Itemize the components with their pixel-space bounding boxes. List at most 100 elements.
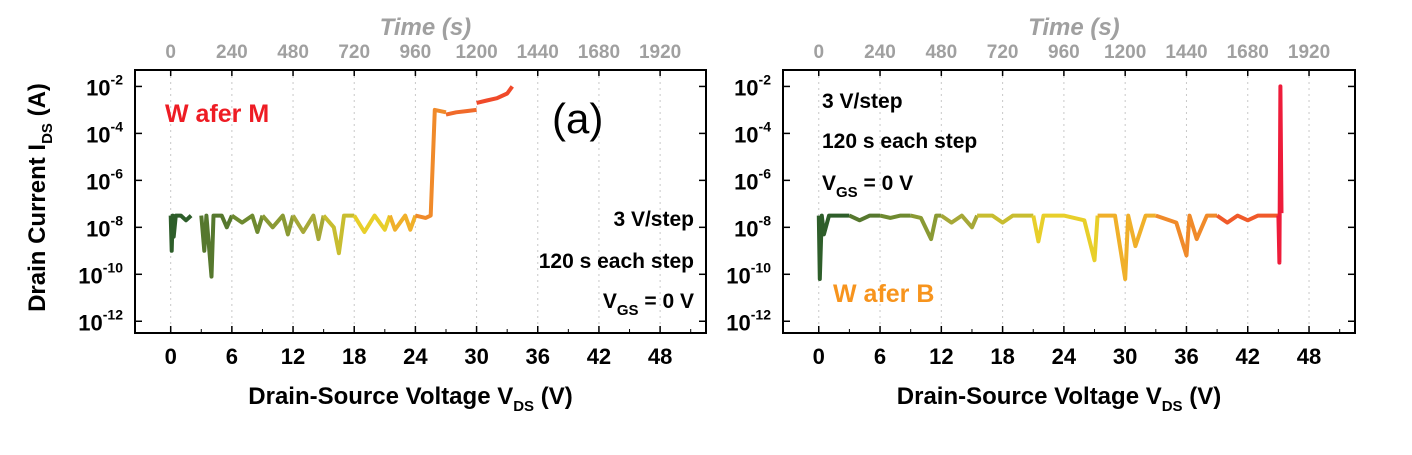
x-axis-label-main: Drain-Source Voltage V xyxy=(897,383,1162,410)
y-tick-label: 10-10 xyxy=(78,259,123,288)
y-axis-label-sub: DS xyxy=(39,123,56,144)
x-tick-label: 24 xyxy=(403,344,428,369)
y-tick-exponent: -12 xyxy=(751,306,771,322)
y-tick-label: 10-8 xyxy=(86,212,123,241)
y-tick-exponent: -10 xyxy=(751,259,771,275)
y-axis-label-main: Drain Current I xyxy=(24,144,51,312)
x-tick-label: 18 xyxy=(342,344,366,369)
wafer-label: W afer B xyxy=(833,280,934,308)
annotation-vgs-rest: = 0 V xyxy=(639,290,694,313)
y-tick-exponent: -10 xyxy=(103,259,123,275)
annotation-vgs: VGS = 0 V xyxy=(603,290,694,319)
panel-label: (a) xyxy=(552,95,603,142)
top-tick-label: 0 xyxy=(813,42,824,63)
data-series-line xyxy=(322,213,355,256)
x-axis-label-unit: (V) xyxy=(534,383,573,410)
y-tick-base: 10 xyxy=(78,310,102,335)
plot-frame xyxy=(782,69,1356,334)
y-tick-base: 10 xyxy=(86,216,110,241)
data-series-line xyxy=(199,213,234,279)
x-tick-label: 0 xyxy=(813,344,825,369)
top-tick-label: 1680 xyxy=(1227,42,1269,63)
top-tick-label: 960 xyxy=(400,42,432,63)
y-tick-base: 10 xyxy=(734,75,758,100)
y-tick-exponent: -8 xyxy=(759,212,772,228)
x-tick-label: 30 xyxy=(464,344,488,369)
data-series-line xyxy=(388,213,418,232)
top-tick-label: 480 xyxy=(925,42,957,63)
x-tick-label: 48 xyxy=(648,344,672,369)
y-tick-exponent: -2 xyxy=(759,71,772,87)
data-series-line xyxy=(879,213,911,220)
data-series-line xyxy=(476,85,514,105)
data-series-line xyxy=(910,213,942,242)
data-series-line xyxy=(816,213,850,281)
data-series-line xyxy=(1097,213,1156,281)
annotation-vgs-main: V xyxy=(603,290,617,313)
y-tick-exponent: -4 xyxy=(759,118,772,134)
chart-panel-wafer-b: 0 240 480 720 960 1200 1440 1680 1920 Time (s) 0 6 1… xyxy=(726,14,1356,415)
y-tick-label: 10-8 xyxy=(734,212,771,241)
top-tick-label: 480 xyxy=(277,42,309,63)
y-tick-exponent: -2 xyxy=(111,71,124,87)
y-tick-label: 10-4 xyxy=(86,118,123,147)
top-tick-label: 1920 xyxy=(639,42,681,63)
top-tick-label: 240 xyxy=(216,42,248,63)
y-tick-exponent: -4 xyxy=(111,118,124,134)
x-tick-label: 30 xyxy=(1113,344,1137,369)
x-tick-label: 48 xyxy=(1297,344,1321,369)
top-axis-title: Time (s) xyxy=(1028,14,1120,41)
annotation-vgs-rest: = 0 V xyxy=(858,172,913,195)
x-tick-label: 6 xyxy=(226,344,238,369)
annotation-vgs-sub: GS xyxy=(836,184,858,201)
chart-panel-wafer-m: 0 240 480 720 960 1200 1440 1680 1920 Time (s) 0 6 1… xyxy=(24,14,707,415)
x-axis-label-sub: DS xyxy=(1162,398,1183,415)
x-axis-label-unit: (V) xyxy=(1183,383,1222,410)
x-axis-label: Drain-Source Voltage VDS (V) xyxy=(897,383,1221,415)
y-tick-label: 10-2 xyxy=(86,71,123,100)
top-tick-label: 240 xyxy=(864,42,896,63)
y-tick-label: 10-2 xyxy=(734,71,771,100)
y-tick-base: 10 xyxy=(86,122,110,147)
y-tick-label: 10-10 xyxy=(726,259,771,288)
data-series-line xyxy=(1215,213,1279,225)
y-tick-exponent: -6 xyxy=(111,165,124,181)
top-tick-label: 720 xyxy=(338,42,370,63)
annotation-hold-time: 120 s each step xyxy=(539,250,694,273)
y-tick-base: 10 xyxy=(86,169,110,194)
x-tick-label: 12 xyxy=(929,344,953,369)
x-axis-label-sub: DS xyxy=(513,398,534,415)
x-tick-label: 36 xyxy=(526,344,550,369)
plot-frame xyxy=(134,69,707,334)
y-tick-base: 10 xyxy=(734,122,758,147)
data-series-line xyxy=(1276,84,1284,265)
x-axis-label: Drain-Source Voltage VDS (V) xyxy=(248,383,572,415)
annotation-vgs-main: V xyxy=(822,172,836,195)
data-series-line xyxy=(260,213,295,237)
data-series-line xyxy=(940,213,979,230)
annotation-vgs: VGS = 0 V xyxy=(822,172,913,201)
data-series-line xyxy=(291,213,326,242)
wafer-label: W afer M xyxy=(165,100,269,128)
y-tick-base: 10 xyxy=(734,169,758,194)
top-tick-label: 720 xyxy=(987,42,1019,63)
data-series-line xyxy=(1155,213,1218,258)
top-tick-label: 1920 xyxy=(1288,42,1330,63)
annotation-step: 3 V/step xyxy=(822,90,903,113)
top-tick-label: 1680 xyxy=(578,42,620,63)
data-series-line xyxy=(1031,213,1100,263)
x-tick-label: 42 xyxy=(1236,344,1260,369)
x-tick-label: 6 xyxy=(874,344,886,369)
annotation-vgs-sub: GS xyxy=(617,302,639,319)
data-series-line xyxy=(230,213,265,234)
y-tick-base: 10 xyxy=(734,216,758,241)
annotation-hold-time: 120 s each step xyxy=(822,130,977,153)
top-axis-title: Time (s) xyxy=(380,14,472,41)
data-series-line xyxy=(445,107,477,117)
top-tick-label: 1440 xyxy=(517,42,559,63)
top-tick-label: 1200 xyxy=(1104,42,1146,63)
y-axis-label: Drain Current IDS (A) xyxy=(24,83,56,312)
y-axis-label-unit: (A) xyxy=(24,83,51,123)
y-tick-exponent: -12 xyxy=(103,306,123,322)
x-tick-label: 0 xyxy=(165,344,177,369)
